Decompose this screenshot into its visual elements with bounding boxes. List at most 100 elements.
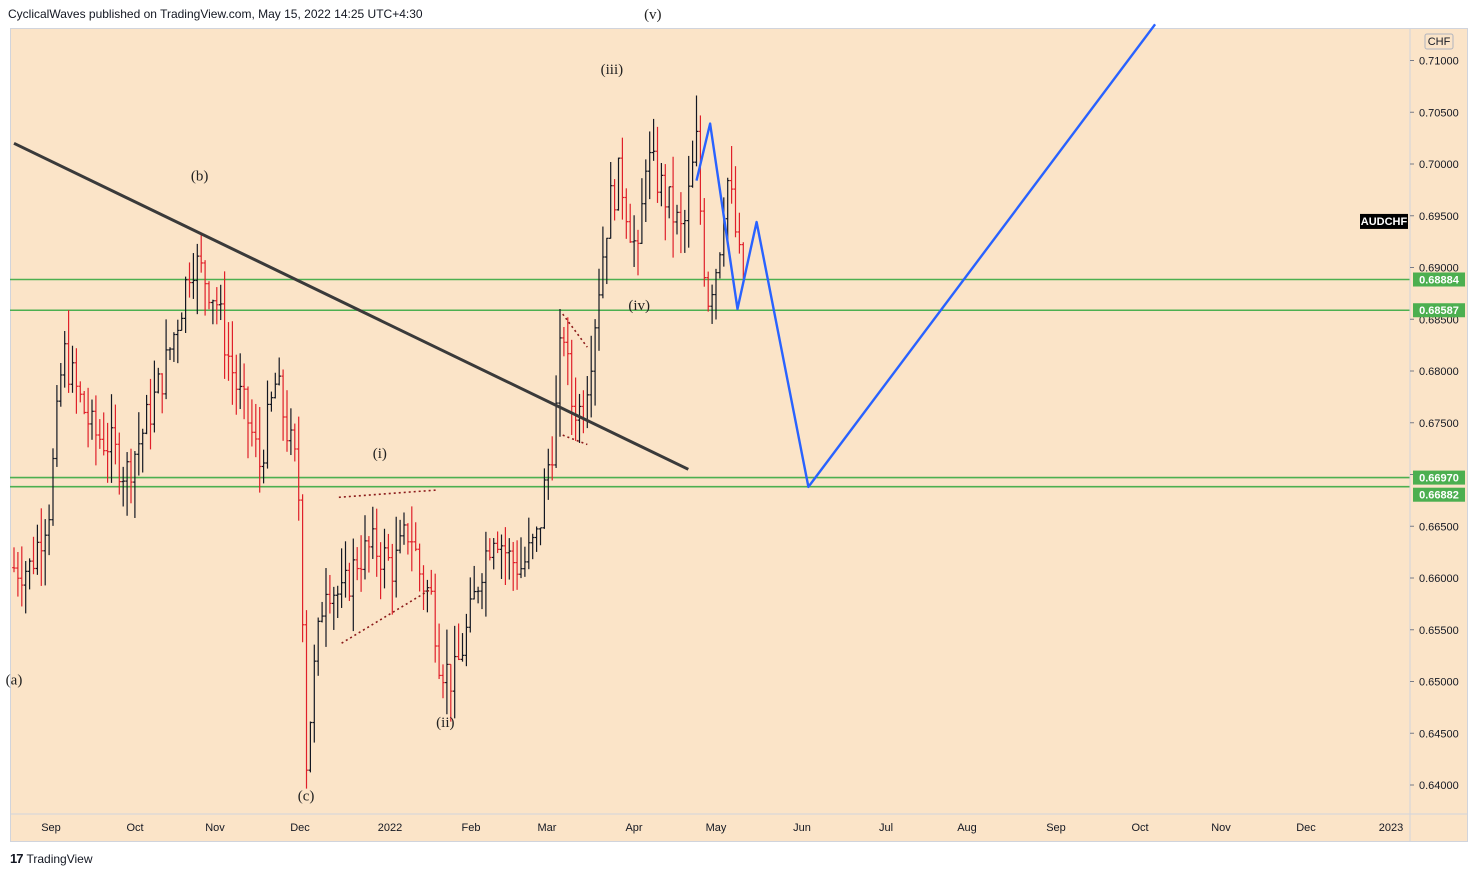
price-bar [636, 229, 640, 276]
price-bar [398, 519, 402, 554]
price-bar [250, 399, 254, 447]
currency-box[interactable] [1424, 33, 1454, 50]
price-bar [690, 140, 695, 188]
price-bar [347, 562, 352, 601]
price-bar [308, 721, 313, 773]
price-bar [43, 519, 47, 586]
price-bar [573, 377, 578, 441]
price-bar [82, 390, 86, 415]
projection-path[interactable] [695, 23, 1157, 489]
price-bar [534, 526, 539, 552]
price-bar [222, 271, 227, 379]
price-bar [59, 362, 63, 407]
price-bar [566, 317, 570, 386]
price-bar [289, 408, 293, 456]
footer[interactable]: 17 TradingView [10, 851, 93, 866]
wave-label: (b) [191, 169, 209, 185]
time-tick-label: Sep [1046, 822, 1066, 834]
price-bar [230, 321, 235, 405]
publish-header: CyclicalWaves published on TradingView.c… [8, 7, 423, 21]
price-bar [491, 538, 496, 570]
price-bar [694, 95, 699, 167]
time-tick-label: 2022 [378, 822, 402, 834]
price-bar [632, 215, 636, 267]
price-bar [183, 276, 188, 334]
price-bar [371, 506, 375, 559]
price-bar [351, 538, 356, 632]
trendline[interactable] [13, 141, 689, 471]
price-bar [507, 538, 512, 580]
price-tick-label: 0.65500 [1419, 625, 1459, 637]
price-bar [445, 629, 449, 715]
price-bar [78, 381, 83, 403]
price-bar [519, 537, 523, 579]
price-bar [101, 412, 106, 456]
price-bar [737, 212, 742, 254]
price-bar [441, 664, 445, 699]
price-bar [476, 586, 480, 604]
price-bar [70, 345, 75, 393]
price-bar [511, 541, 515, 591]
price-bar [191, 253, 196, 299]
level-price-tag [1413, 272, 1465, 287]
price-tick-label: 0.71000 [1419, 56, 1459, 68]
price-bar [394, 516, 398, 598]
price-bar [679, 192, 683, 254]
triangle-line-lower[interactable] [341, 589, 430, 644]
price-bar [90, 399, 94, 440]
chart-pane[interactable] [10, 28, 1468, 842]
price-bar [425, 579, 430, 613]
price-bar [378, 542, 383, 600]
time-tick-label: Jun [793, 822, 811, 834]
price-bar [484, 531, 488, 617]
price-bar [277, 357, 281, 386]
triangle-line-lower[interactable] [562, 434, 588, 446]
price-bar [312, 644, 317, 743]
price-bar [12, 547, 16, 573]
price-tick-label: 0.68000 [1419, 366, 1459, 378]
time-tick-label: May [706, 822, 727, 834]
price-bar [133, 451, 137, 518]
price-bar [601, 226, 605, 299]
price-bar [464, 613, 469, 667]
price-bar [117, 432, 122, 495]
price-tick-label: 0.65000 [1419, 677, 1459, 689]
price-bar [725, 177, 730, 241]
price-bar [300, 494, 305, 643]
currency-label: CHF [1428, 36, 1451, 48]
tradingview-brand: TradingView [26, 851, 93, 866]
time-tick-label: Nov [1211, 822, 1231, 834]
price-bar [339, 548, 344, 608]
price-bar [31, 536, 36, 575]
price-bar [468, 577, 473, 633]
price-bar [644, 159, 648, 223]
symbol-tag-label: AUDCHF [1361, 216, 1408, 228]
price-bar [503, 527, 508, 586]
time-tick-label: 2023 [1379, 822, 1403, 834]
price-bar [667, 186, 671, 219]
level-price-tag [1413, 303, 1465, 318]
triangle-line-upper[interactable] [338, 489, 438, 499]
price-bar [523, 546, 527, 577]
price-bar [156, 367, 161, 394]
price-bar [686, 155, 691, 248]
price-bar [23, 561, 28, 614]
price-bar [429, 569, 434, 595]
triangle-line-upper[interactable] [562, 313, 588, 348]
price-bar [605, 237, 609, 285]
price-bar [261, 449, 266, 484]
price-bar [335, 585, 340, 619]
price-bar [675, 204, 679, 235]
symbol-tag [1360, 213, 1408, 229]
price-bar [20, 546, 24, 607]
price-bar [296, 416, 301, 521]
price-bar [242, 363, 246, 420]
price-bar [129, 448, 133, 504]
price-bar [538, 527, 543, 546]
price-bar [417, 543, 422, 592]
price-bar [452, 625, 457, 719]
price-bar [710, 284, 714, 324]
price-bar [620, 137, 625, 220]
tradingview-logo-icon: 17 [10, 851, 24, 866]
